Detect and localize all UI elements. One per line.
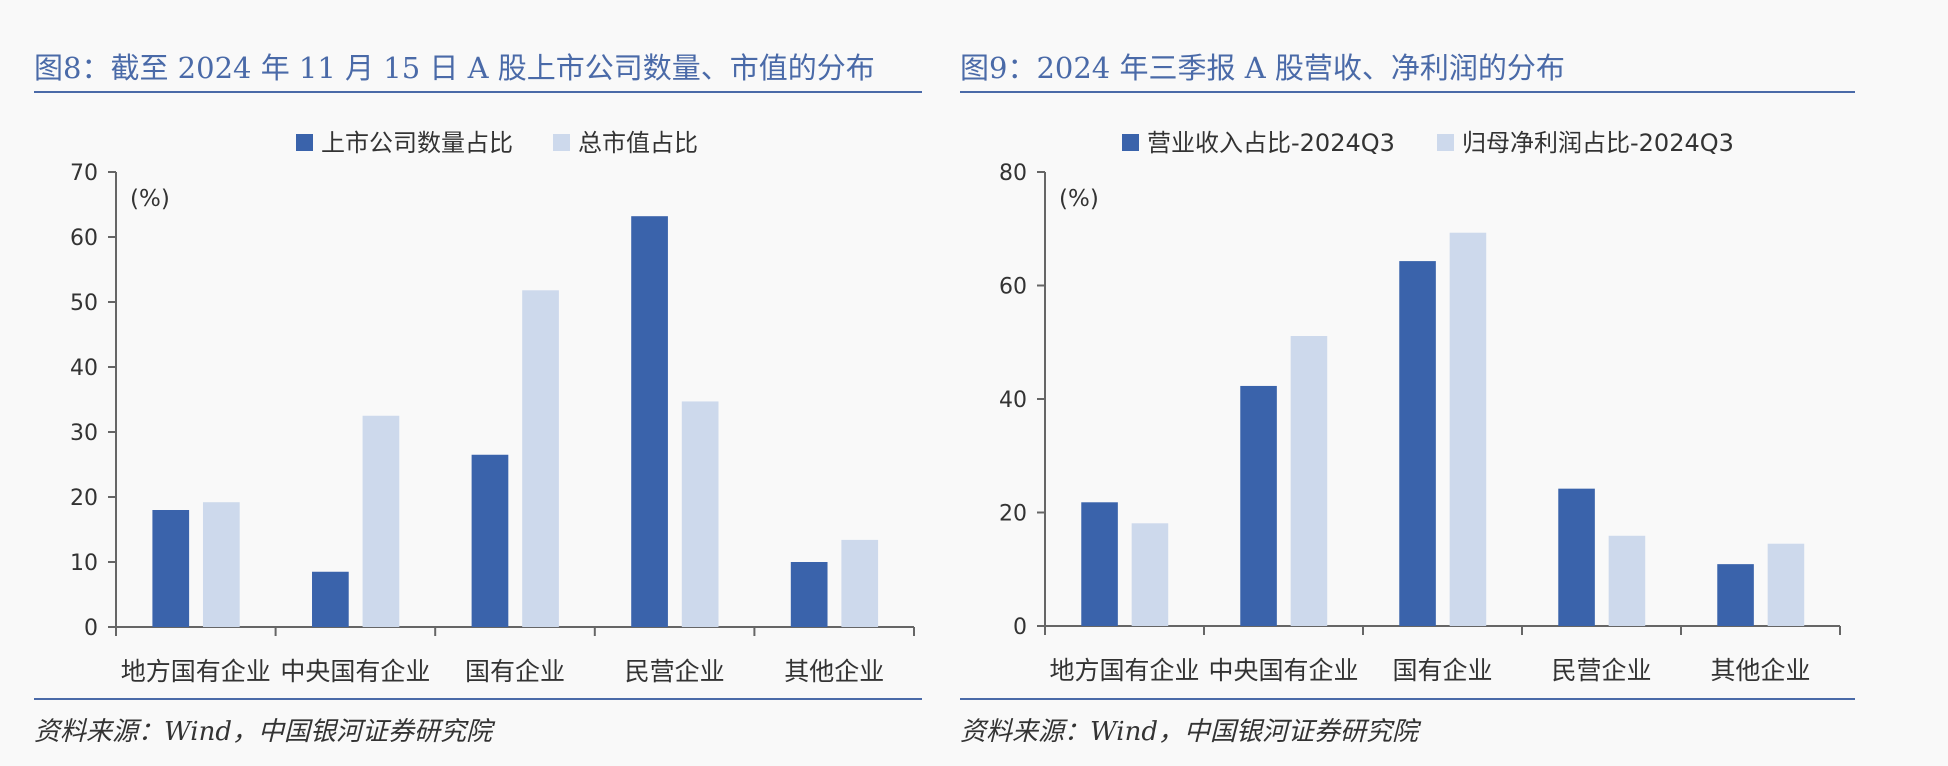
bar-series2-0 <box>1131 523 1169 626</box>
bar-series2-1 <box>1290 336 1328 626</box>
legend-swatch-1 <box>296 134 313 151</box>
legend-swatch-2 <box>1437 134 1454 151</box>
source-rule <box>34 698 922 700</box>
bar-series1-0 <box>1081 502 1118 626</box>
category-label: 其他企业 <box>1710 656 1810 685</box>
figure-9-source: 资料来源：Wind，中国银河证券研究院 <box>960 717 1418 747</box>
bar-series1-3 <box>631 216 668 627</box>
y-tick-label: 40 <box>999 388 1027 413</box>
category-label: 民营企业 <box>1551 656 1651 685</box>
bar-series1-3 <box>1558 488 1595 626</box>
bar-series1-2 <box>1399 261 1436 626</box>
y-tick-label: 60 <box>70 226 98 251</box>
bar-series2-2 <box>522 290 559 627</box>
title-rule <box>34 91 922 93</box>
y-tick-label: 40 <box>70 356 98 381</box>
bar-series1-1 <box>312 571 349 627</box>
legend-label-1: 上市公司数量占比 <box>321 129 513 157</box>
y-tick-label: 20 <box>70 486 98 511</box>
category-label: 其他企业 <box>784 657 884 686</box>
category-label: 民营企业 <box>625 657 725 686</box>
bar-series2-3 <box>1608 535 1646 626</box>
category-label: 国有企业 <box>1392 656 1492 685</box>
bar-series1-0 <box>152 510 190 627</box>
figure-8-source: 资料来源：Wind，中国银河证券研究院 <box>34 717 492 747</box>
category-label: 中央国有企业 <box>280 657 430 686</box>
figure-8-panel: 图8：截至 2024 年 11 月 15 日 A 股上市公司数量、市值的分布 0… <box>34 0 922 766</box>
y-tick-label: 60 <box>999 275 1027 300</box>
bar-series1-2 <box>471 454 509 627</box>
y-tick-label: 30 <box>70 421 98 446</box>
figure-9-title: 图9：2024 年三季报 A 股营收、净利润的分布 <box>960 51 1565 85</box>
y-tick-label: 20 <box>999 502 1027 527</box>
y-tick-label: 50 <box>70 291 98 316</box>
y-tick-label: 10 <box>70 551 98 576</box>
legend-swatch-2 <box>553 134 570 151</box>
legend-label-1: 营业收入占比-2024Q3 <box>1147 129 1395 157</box>
bar-series2-3 <box>681 401 719 627</box>
bar-series1-1 <box>1240 385 1277 626</box>
y-tick-label: 80 <box>999 161 1027 186</box>
category-label: 国有企业 <box>465 657 565 686</box>
bar-series2-1 <box>362 415 400 627</box>
source-rule <box>960 698 1855 700</box>
bar-series2-0 <box>202 502 240 627</box>
y-tick-label: 70 <box>70 161 98 186</box>
category-label: 地方国有企业 <box>121 657 271 686</box>
y-tick-label: 0 <box>84 616 98 641</box>
legend-label-2: 归母净利润占比-2024Q3 <box>1462 129 1734 157</box>
category-label: 地方国有企业 <box>1049 656 1199 685</box>
legend-swatch-1 <box>1122 134 1139 151</box>
figure-8-title: 图8：截至 2024 年 11 月 15 日 A 股上市公司数量、市值的分布 <box>34 51 875 85</box>
unit-label: (%) <box>130 186 170 212</box>
bar-series2-4 <box>841 539 879 627</box>
legend-label-2: 总市值占比 <box>578 129 698 157</box>
figure-9-panel: 图9：2024 年三季报 A 股营收、净利润的分布 0 20 40 60 80 (%) 地方… <box>960 0 1855 766</box>
bar-series1-4 <box>1717 564 1754 626</box>
category-label: 中央国有企业 <box>1208 656 1358 685</box>
bar-series2-2 <box>1449 232 1487 626</box>
unit-label: (%) <box>1059 186 1099 212</box>
y-tick-label: 0 <box>1013 615 1027 640</box>
figure-8-bar-chart: 0 10 20 30 40 50 60 70 (%) 地方国有企业 中央国有企业 国有企业 民营企业 其他… <box>70 129 915 686</box>
figure-9-bar-chart: 0 20 40 60 80 (%) 地方国有企业 中央国有企业 国有企业 民营企业 其他企业 营业收入… <box>999 129 1841 685</box>
title-rule <box>960 91 1855 93</box>
bar-series2-4 <box>1767 543 1805 626</box>
bar-series1-4 <box>790 562 828 627</box>
